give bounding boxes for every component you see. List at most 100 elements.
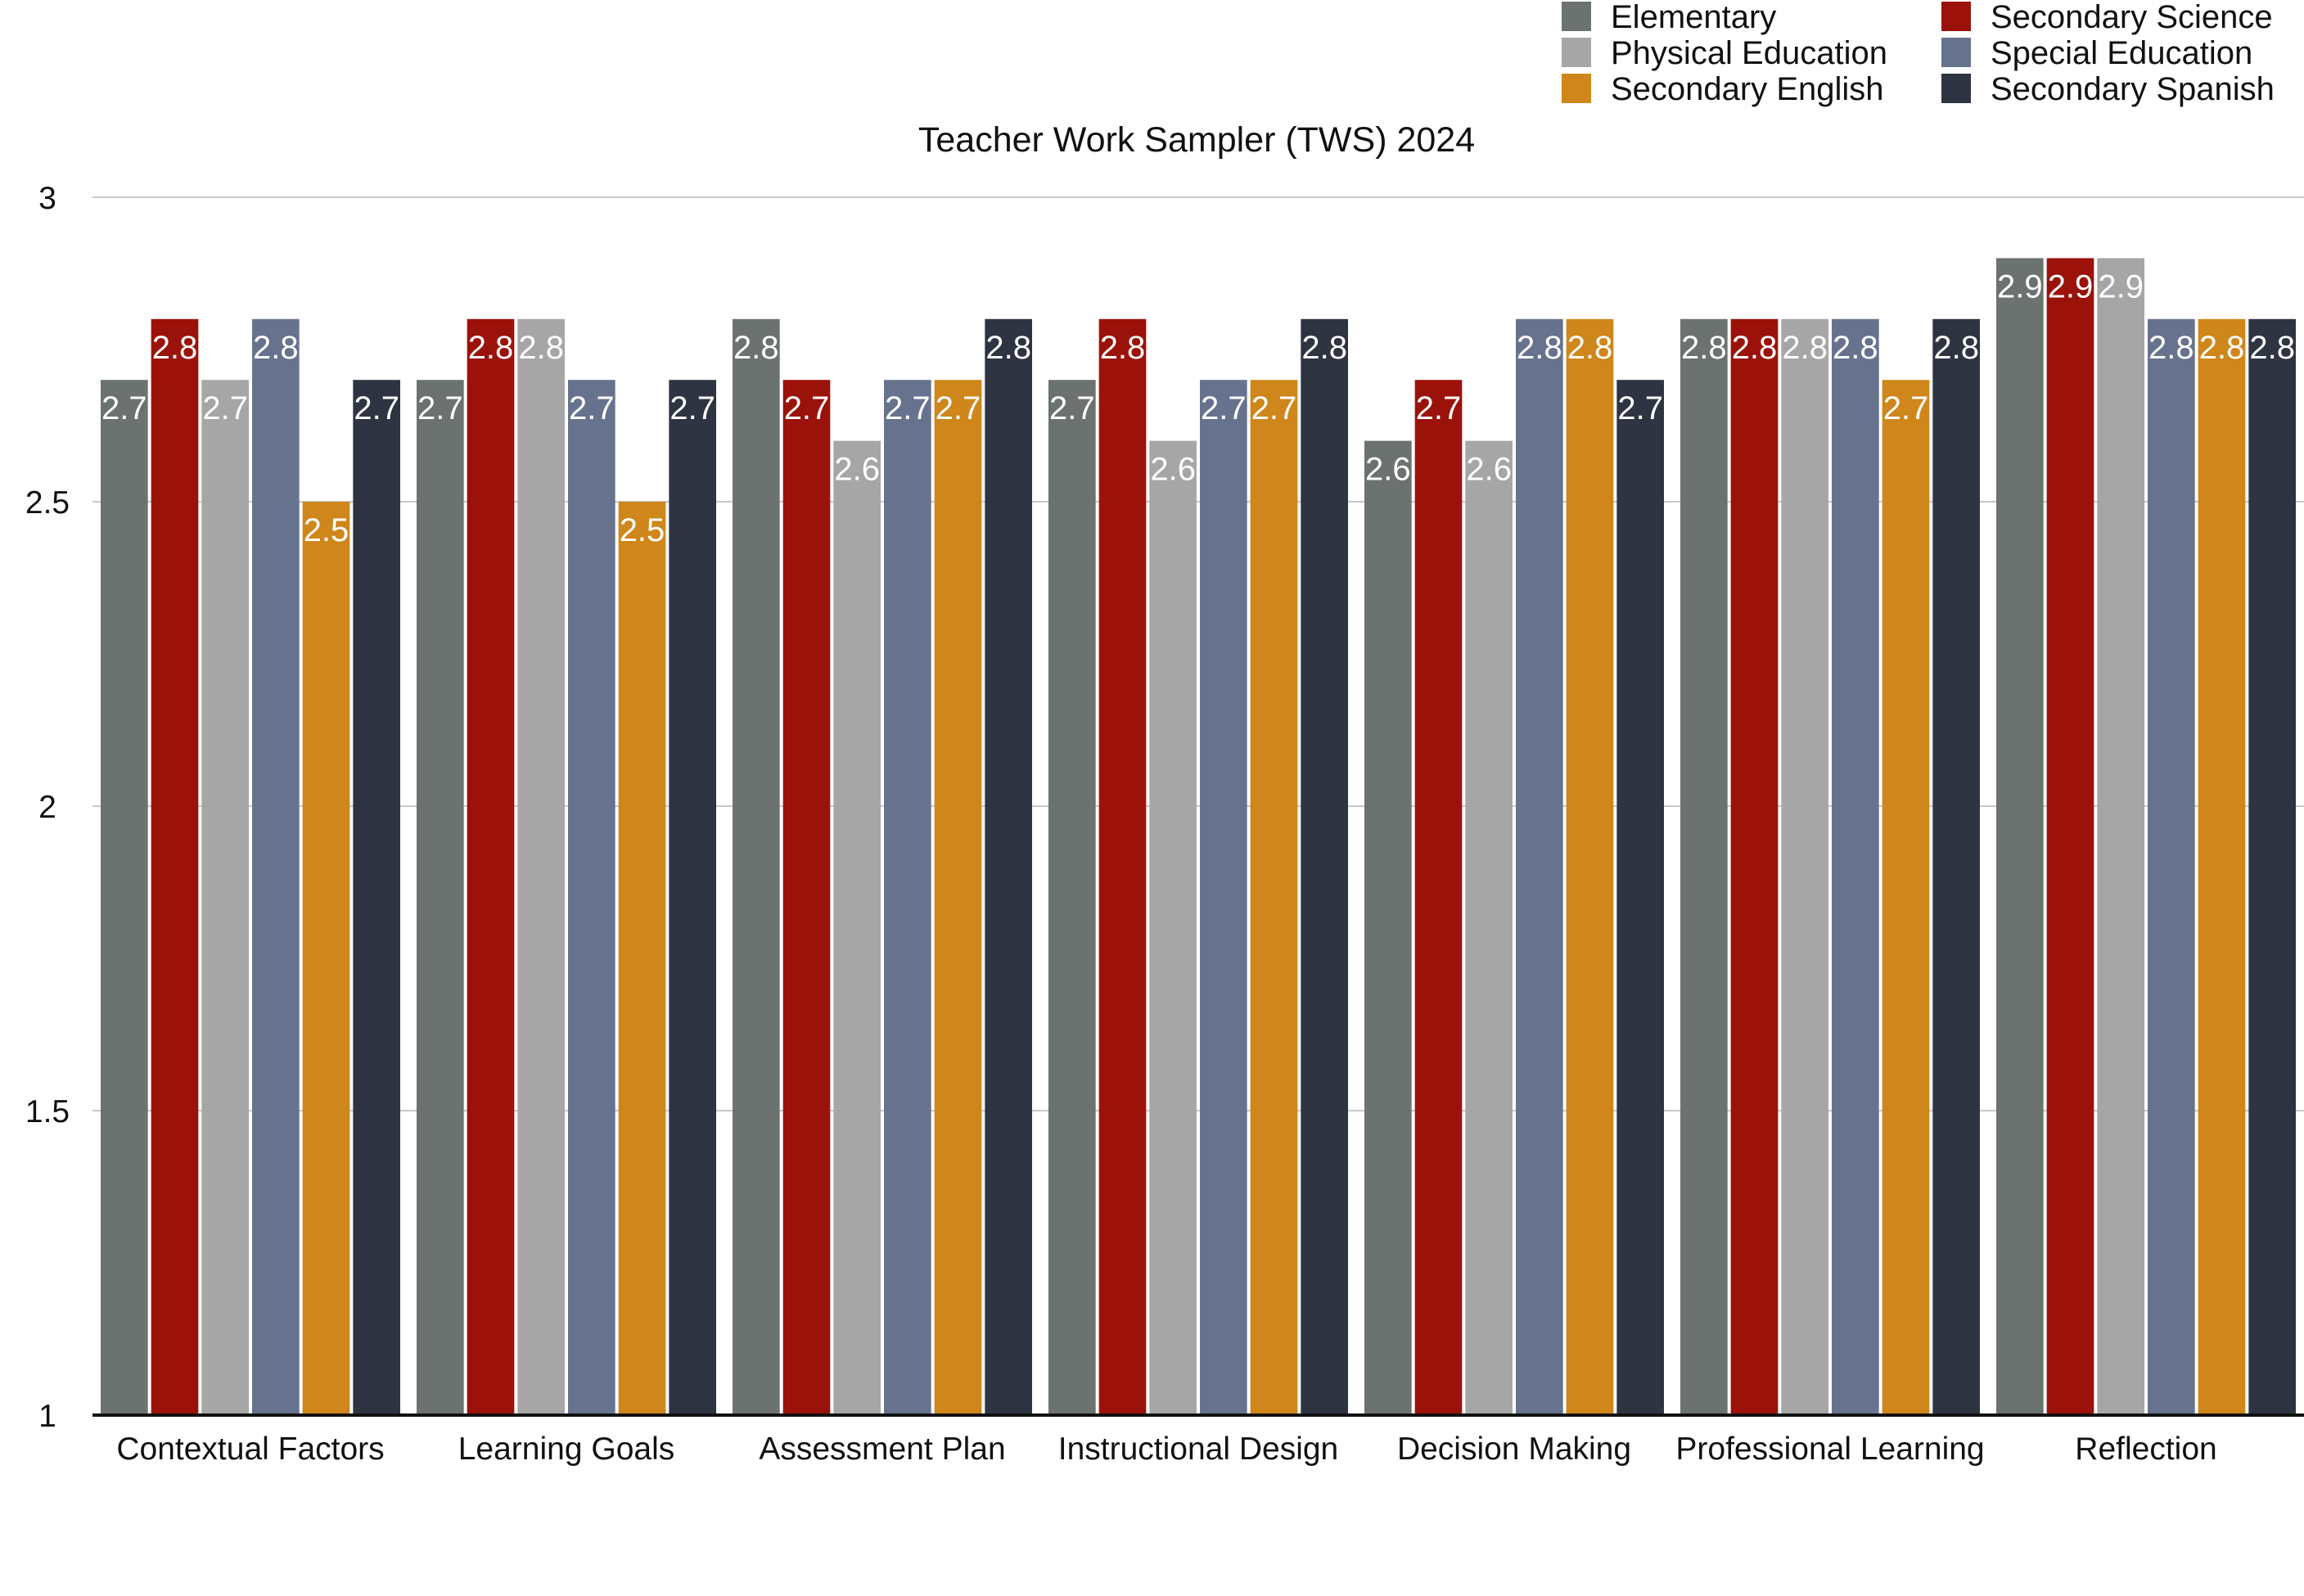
- x-category-label: Assessment Plan: [759, 1431, 1005, 1467]
- bar-value-label: 2.9: [2048, 268, 2094, 304]
- bar-value-label: 2.8: [2148, 330, 2194, 366]
- bar-value-label: 2.8: [985, 330, 1031, 366]
- legend-item: Secondary English: [1562, 71, 1884, 107]
- bar-value-label: 2.8: [1301, 330, 1347, 366]
- bar-value-label: 2.8: [152, 330, 198, 366]
- bar: [252, 318, 300, 1415]
- bar-value-label: 2.8: [2249, 330, 2295, 366]
- bar-value-label: 2.8: [1517, 330, 1562, 366]
- legend-label: Secondary Science: [1991, 0, 2273, 35]
- bar-value-label: 2.7: [569, 390, 615, 426]
- bar: [1832, 318, 1879, 1415]
- bar-value-label: 2.7: [885, 390, 931, 426]
- bar: [618, 502, 666, 1415]
- bar: [1882, 380, 1930, 1416]
- bar: [2248, 318, 2296, 1415]
- bar: [151, 318, 199, 1415]
- bar-value-label: 2.7: [936, 390, 981, 426]
- bar: [833, 440, 881, 1415]
- bar-value-label: 2.8: [1567, 330, 1613, 366]
- bar: [934, 380, 982, 1416]
- bar-value-label: 2.8: [2199, 330, 2245, 366]
- bar: [1364, 440, 1412, 1415]
- legend-item: Physical Education: [1562, 35, 1887, 71]
- legend-swatch: [1562, 2, 1591, 31]
- legend-label: Special Education: [1991, 35, 2252, 71]
- bar: [1932, 318, 1980, 1415]
- bar: [1680, 318, 1728, 1415]
- y-tick-label: 2: [38, 790, 56, 825]
- bar: [201, 380, 249, 1416]
- bar: [101, 380, 148, 1416]
- bar: [782, 380, 831, 1416]
- bar: [2046, 258, 2094, 1415]
- bar-value-label: 2.7: [1883, 390, 1929, 426]
- legend-label: Secondary English: [1611, 71, 1884, 107]
- chart-title: Teacher Work Sampler (TWS) 2024: [918, 120, 1475, 160]
- bar-value-label: 2.8: [253, 330, 299, 366]
- bar: [2198, 318, 2246, 1415]
- y-tick-label: 1.5: [25, 1094, 70, 1129]
- legend-swatch: [1941, 38, 1971, 67]
- bar-value-label: 2.8: [468, 330, 514, 366]
- y-tick-label: 3: [38, 181, 56, 216]
- x-category-label: Learning Goals: [458, 1431, 675, 1467]
- bar-value-label: 2.7: [1049, 390, 1095, 426]
- legend-swatch: [1941, 2, 1971, 31]
- bar: [1996, 258, 2044, 1415]
- bar: [417, 380, 464, 1416]
- bar: [2148, 318, 2195, 1415]
- bar-value-label: 2.7: [202, 390, 248, 426]
- legend-swatch: [1941, 74, 1971, 103]
- bar-value-label: 2.9: [1997, 268, 2043, 304]
- bar: [568, 380, 615, 1416]
- bar-value-label: 2.8: [1933, 330, 1979, 366]
- bar-value-label: 2.7: [354, 390, 399, 426]
- bar: [669, 380, 716, 1416]
- legend-item: Secondary Spanish: [1941, 71, 2275, 107]
- bar-value-label: 2.5: [620, 512, 665, 548]
- bar: [1730, 318, 1779, 1415]
- bar: [1149, 440, 1197, 1415]
- bar-value-label: 2.8: [1833, 330, 1878, 366]
- bar: [1781, 318, 1828, 1415]
- value-labels: 2.72.82.72.82.52.7 2.72.8 2.82.72.52.72.82…: [101, 268, 2295, 548]
- legend-swatch: [1562, 38, 1591, 67]
- bar-value-label: 2.5: [304, 512, 349, 548]
- x-category-label: Contextual Factors: [116, 1431, 384, 1467]
- bar: [733, 318, 780, 1415]
- bar-value-label: 2.6: [834, 452, 880, 488]
- legend: Elementary Secondary Science Physical Educ…: [1562, 0, 2275, 107]
- bar-value-label: 2.7: [1617, 390, 1663, 426]
- bar-value-label: 2.7: [1416, 390, 1462, 426]
- legend-item: Secondary Science: [1941, 0, 2273, 35]
- bar-value-label: 2.6: [1150, 452, 1196, 488]
- bar-value-label: 2.8: [1782, 330, 1828, 366]
- bar: [884, 380, 931, 1416]
- bar: [1048, 380, 1096, 1416]
- bar: [353, 380, 400, 1416]
- bar: [1566, 318, 1614, 1415]
- bar: [517, 318, 565, 1415]
- bar: [1516, 318, 1563, 1415]
- bar-value-label: 2.7: [101, 390, 147, 426]
- y-axis-ticks: 1 1.5 2 2.5 3: [25, 181, 70, 1434]
- bar-value-label: 2.7: [1201, 390, 1247, 426]
- bar: [467, 318, 515, 1415]
- bar: [1616, 380, 1664, 1416]
- bar: [1301, 318, 1348, 1415]
- bar: [1465, 440, 1513, 1415]
- y-tick-label: 1: [38, 1399, 56, 1434]
- legend-item: Elementary: [1562, 0, 1776, 35]
- bars: [101, 258, 2296, 1416]
- bar-value-label: 2.7: [670, 390, 715, 426]
- x-category-label: Decision Making: [1397, 1431, 1631, 1467]
- bar-value-label: 2.8: [1100, 330, 1146, 366]
- bar: [1250, 380, 1298, 1416]
- bar-value-label: 2.8: [1681, 330, 1727, 366]
- y-tick-label: 2.5: [25, 485, 70, 521]
- bar-value-label: 2.7: [1251, 390, 1297, 426]
- legend-swatch: [1562, 74, 1591, 103]
- bar-value-label: 2.6: [1365, 452, 1411, 488]
